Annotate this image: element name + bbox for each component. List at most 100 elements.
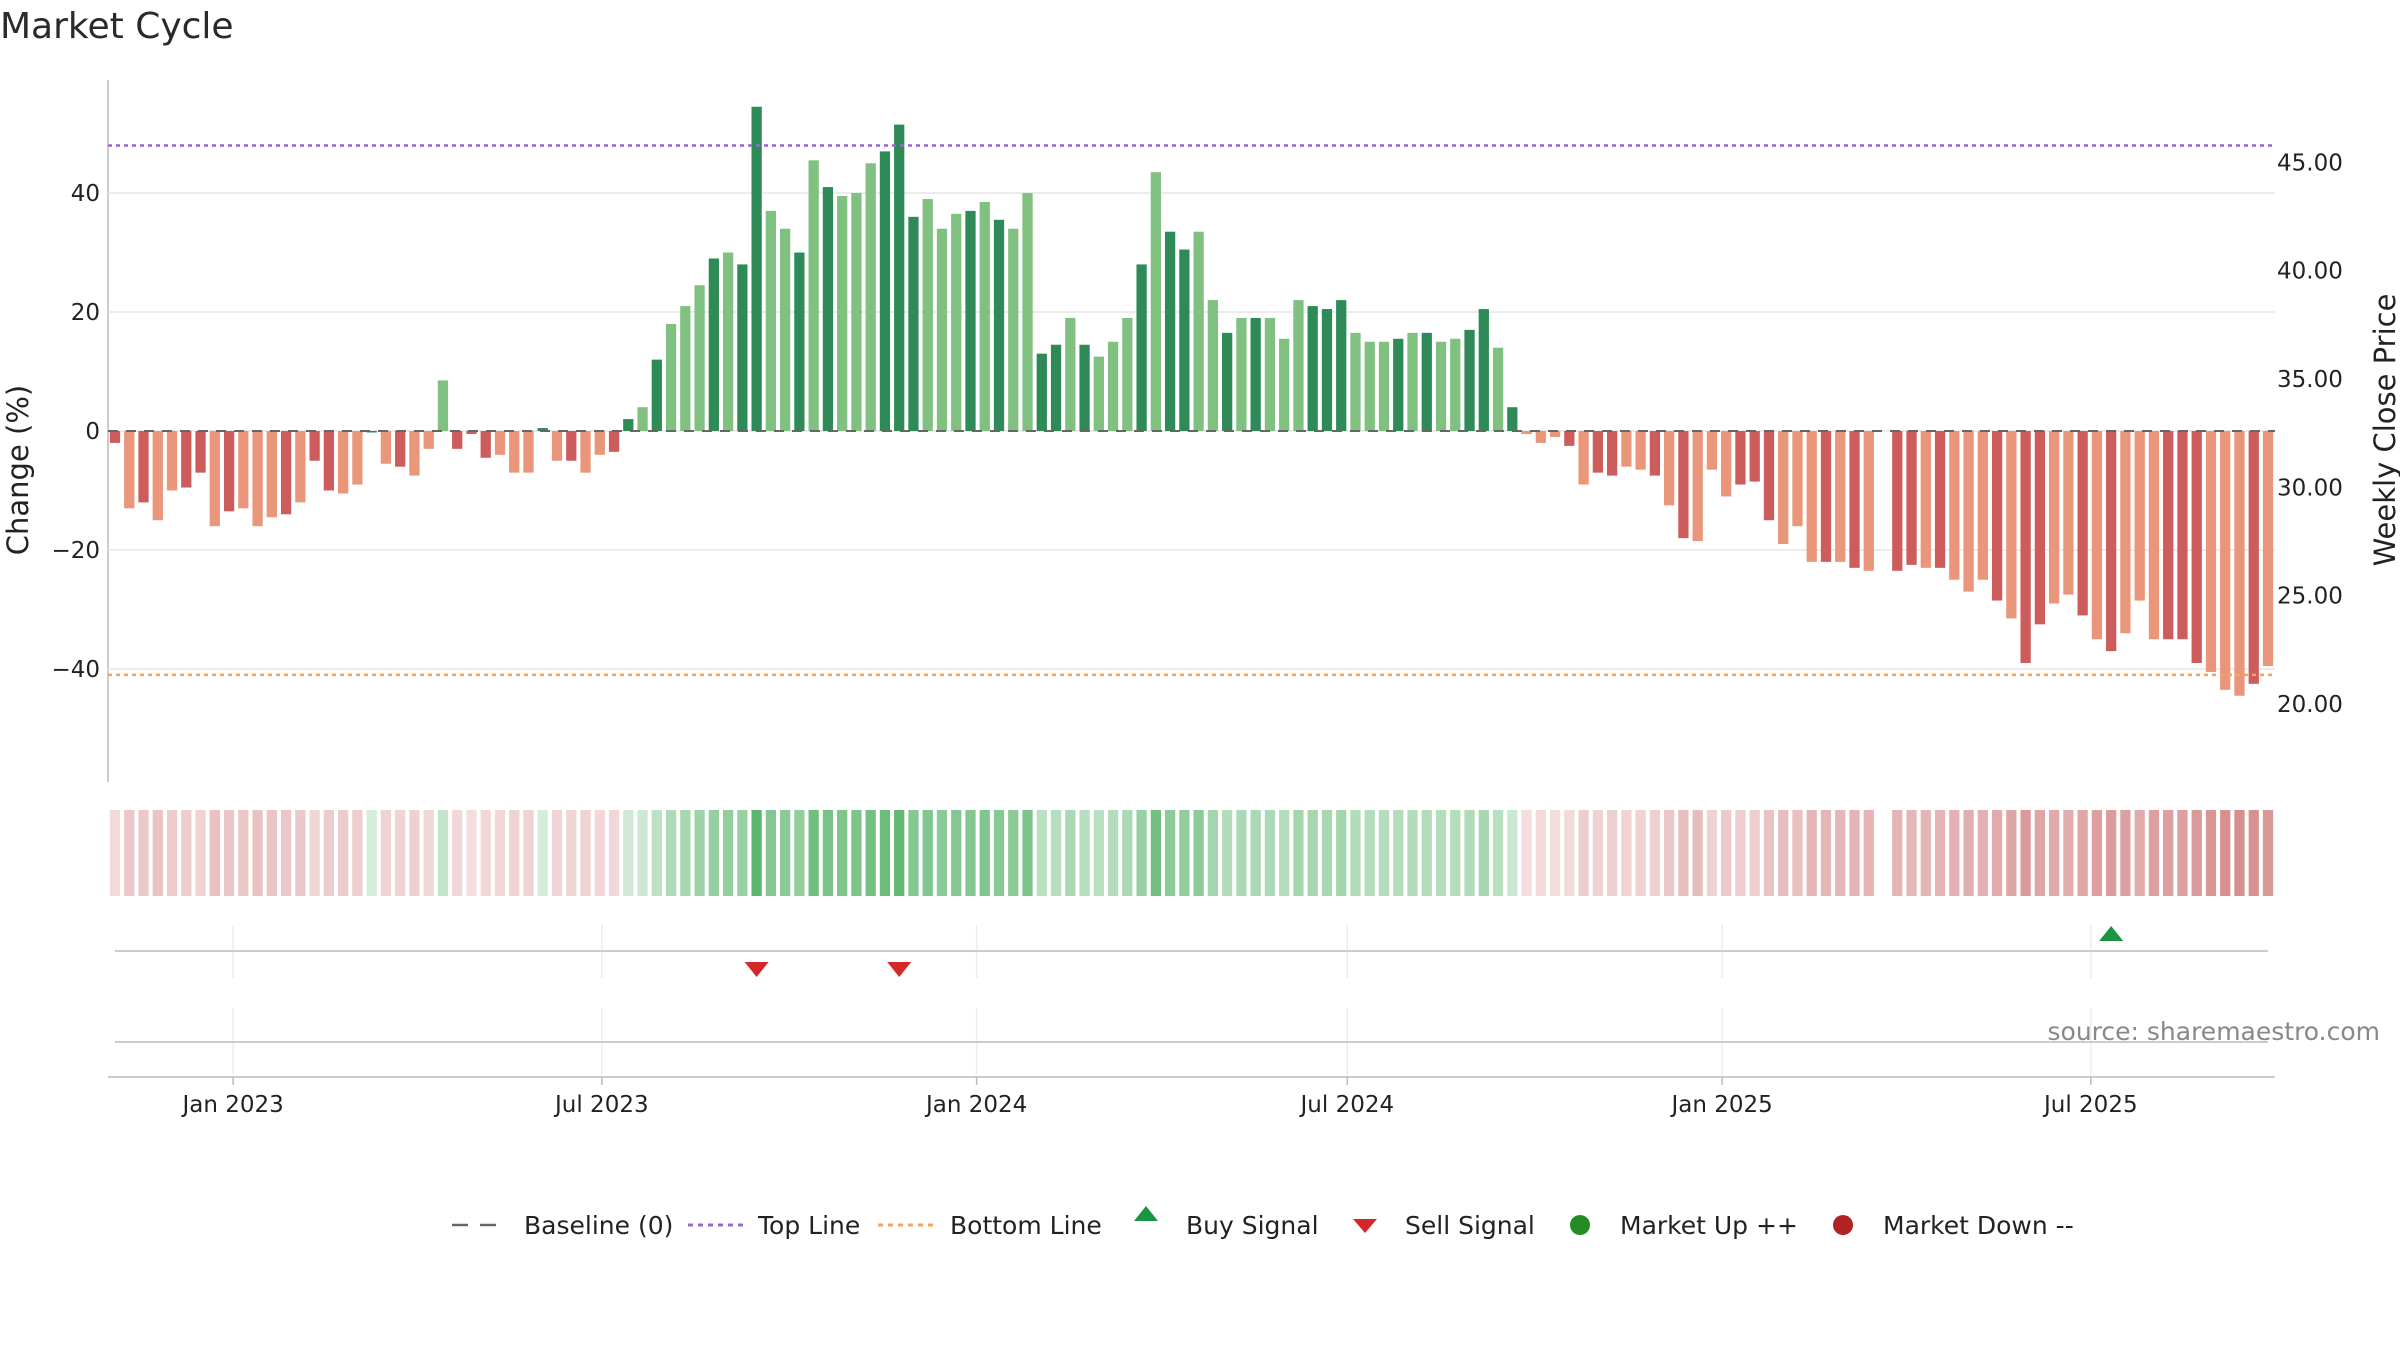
- legend-item: Market Up ++: [1570, 1211, 1798, 1240]
- bar: [195, 431, 206, 473]
- strip-cell: [1892, 810, 1903, 896]
- strip-cell: [2048, 810, 2060, 896]
- strip-cell: [1749, 810, 1760, 896]
- strip-cell: [2163, 810, 2174, 896]
- strip-cell: [323, 810, 335, 896]
- bar: [1606, 431, 1618, 476]
- bar: [1264, 317, 1276, 431]
- strip-cell: [1307, 810, 1318, 896]
- bar: [152, 431, 163, 521]
- bar: [337, 431, 349, 494]
- market-panel: [108, 1008, 2275, 1078]
- bar: [1521, 431, 1532, 434]
- strip-cell: [1207, 810, 1219, 896]
- y2-tick-label: 40.00: [2277, 259, 2343, 285]
- strip-cell: [2077, 810, 2088, 896]
- bar: [1678, 431, 1689, 539]
- strip-cell: [1678, 810, 1689, 896]
- bar: [566, 431, 577, 461]
- strip-cell: [1621, 810, 1632, 896]
- strip-cell: [1364, 810, 1375, 896]
- bar: [1977, 431, 1988, 580]
- legend-sell-icon: [1353, 1219, 1377, 1233]
- bar: [2106, 431, 2117, 652]
- strip-cell: [124, 810, 135, 896]
- strip-cell: [1164, 810, 1176, 896]
- strip-cell: [209, 810, 220, 896]
- legend-market-down-icon: [1833, 1215, 1853, 1235]
- strip-cell: [1122, 810, 1133, 896]
- strip-cell: [1193, 810, 1204, 896]
- bar: [409, 431, 420, 476]
- strip-cell: [1635, 810, 1646, 896]
- legend-label: Baseline (0): [524, 1211, 673, 1240]
- bar: [1778, 431, 1789, 545]
- strip-cell: [138, 810, 149, 896]
- bar: [993, 219, 1005, 431]
- strip-cell: [452, 810, 463, 896]
- bar: [1378, 341, 1390, 431]
- bar: [2048, 431, 2060, 604]
- y-tick-label: −40: [51, 657, 100, 683]
- strip-cell: [2220, 810, 2231, 896]
- y2-tick-label: 25.00: [2277, 584, 2343, 610]
- strip-cell: [1863, 810, 1874, 896]
- strip-cell: [580, 810, 591, 896]
- strip-cell: [252, 810, 263, 896]
- strip-cell: [2248, 810, 2259, 896]
- strip-cell: [494, 810, 506, 896]
- strip-cell: [1492, 810, 1504, 896]
- bar: [209, 431, 220, 527]
- strip-cell: [1222, 810, 1233, 896]
- bar: [1293, 300, 1304, 431]
- bar: [2063, 431, 2074, 595]
- strip-cell: [1350, 810, 1361, 896]
- bar: [1806, 431, 1817, 562]
- strip-cell: [1179, 810, 1190, 896]
- bar: [1991, 431, 2003, 601]
- bar: [1706, 431, 1718, 470]
- x-tick-label: Jul 2023: [553, 1092, 649, 1118]
- signal-panel: [115, 925, 2268, 978]
- strip-cell: [2120, 810, 2131, 896]
- y-tick-label: 20: [71, 300, 100, 326]
- bar: [2091, 431, 2103, 640]
- bar: [380, 431, 392, 464]
- bar: [1949, 431, 1960, 580]
- y2-tick-label: 20.00: [2277, 692, 2343, 718]
- bar: [965, 210, 976, 431]
- bar: [637, 407, 648, 431]
- change-bars: [109, 106, 2274, 696]
- bar: [722, 252, 734, 431]
- legend: Baseline (0) Top Line Bottom Line Buy Signa…: [452, 1206, 2074, 1240]
- bar: [309, 431, 320, 461]
- bar: [2020, 431, 2031, 664]
- strip-cell: [437, 810, 449, 896]
- bar: [537, 428, 548, 431]
- strip-cell: [737, 810, 748, 896]
- bar: [1621, 431, 1632, 467]
- bar: [837, 196, 848, 431]
- bar: [2163, 431, 2174, 640]
- bar: [2006, 431, 2017, 619]
- bar: [1635, 431, 1646, 470]
- bar: [1849, 431, 1860, 568]
- strip-cell: [423, 810, 434, 896]
- bar: [1236, 317, 1247, 431]
- bar: [280, 431, 292, 515]
- strip-cell: [1264, 810, 1276, 896]
- strip-cell: [594, 810, 605, 896]
- bar: [2220, 431, 2231, 690]
- strip-cell: [1050, 810, 1062, 896]
- x-tick-label: Jan 2025: [1669, 1092, 1772, 1118]
- strip-cell: [808, 810, 819, 896]
- strip-cell: [822, 810, 834, 896]
- strip-cell: [223, 810, 235, 896]
- strip-cell: [751, 810, 762, 896]
- bar: [1022, 193, 1033, 431]
- bar: [366, 431, 377, 433]
- y-tick-label: 40: [71, 181, 100, 207]
- bar: [423, 431, 434, 449]
- bar: [1478, 309, 1489, 431]
- bar: [1222, 332, 1233, 431]
